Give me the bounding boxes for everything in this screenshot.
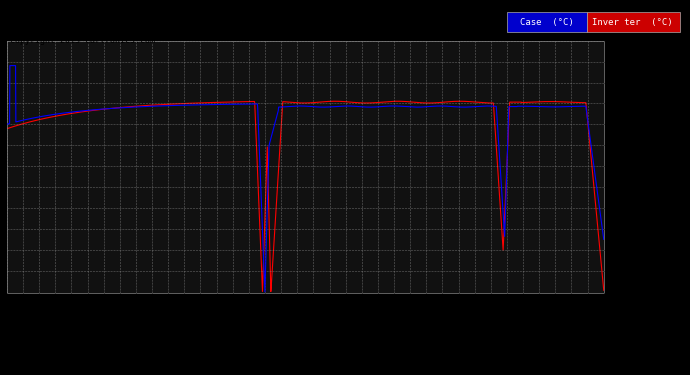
Text: Inver ter  (°C): Inver ter (°C) [593, 18, 673, 27]
Text: Case  (°C): Case (°C) [520, 18, 573, 27]
Text: Copyright 2013 Cartronics.com: Copyright 2013 Cartronics.com [10, 36, 155, 45]
Text: Inverter Temperature & Case Temperature Thu Dec 26 13:45: Inverter Temperature & Case Temperature … [90, 11, 600, 26]
